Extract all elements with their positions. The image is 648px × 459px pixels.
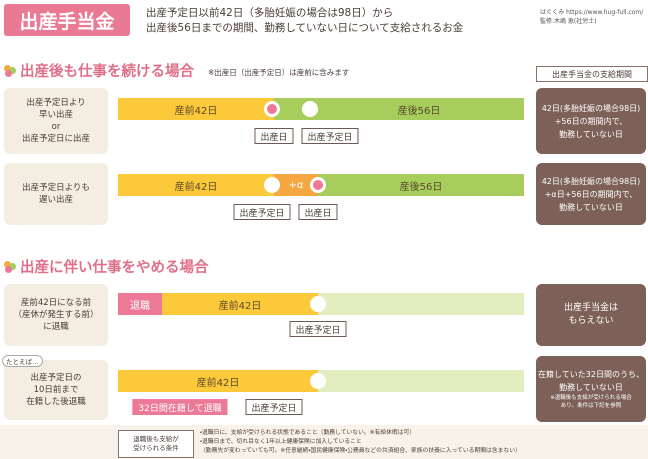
marker	[310, 296, 326, 312]
description: 出産予定日以前42日（多胎妊娠の場合は98日）から 出産後56日までの期間、勤務…	[146, 6, 463, 36]
result-line: もらえない	[568, 316, 614, 326]
result-line: 在籍していた32日間のうち、	[538, 370, 644, 379]
result-line: 42日(多胎妊娠の場合98日)	[541, 103, 641, 113]
result: 在籍していた32日間のうち、 勤務していない日 ※退職後も支給が受けられる場合 …	[536, 356, 646, 422]
label-line: 遅い出産	[38, 195, 73, 205]
marker	[302, 101, 318, 117]
result: 出産手当金は もらえない	[536, 284, 646, 346]
result: 42日(多胎妊娠の場合98日) +α日+56日の期間内で、 勤務していない日	[536, 163, 646, 225]
result-line: 勤務していない日	[559, 383, 623, 392]
marker-label: 出産予定日	[289, 321, 347, 337]
column-header: 出産手当金の支給期間	[536, 66, 648, 82]
label-line: 出産予定日に出産	[21, 134, 90, 144]
condition: （勤務先が変わっていても可。※任意継続・国民健康保険・公務員などの共済組合、家族…	[200, 448, 521, 454]
marker-label: 出産日	[254, 128, 294, 144]
result-line: 42日(多胎妊娠の場合98日)	[541, 176, 641, 186]
section-title: 出産に伴い仕事をやめる場合	[4, 256, 209, 277]
segment: +α	[274, 174, 318, 196]
description-line: 出産予定日以前42日（多胎妊娠の場合は98日）から	[146, 7, 394, 19]
label-line: or	[51, 122, 61, 132]
result-note: あり。条件は下記を参照	[560, 403, 622, 409]
label-line: 10日前まで	[33, 385, 79, 395]
segment: 産後56日	[318, 174, 524, 196]
section-title-text: 出産に伴い仕事をやめる場合	[20, 260, 209, 276]
segment: 産後56日	[274, 98, 524, 120]
condition: ・退職日に、支給が受けられる状態であること（勤務していない。※有給休暇は可）	[200, 430, 416, 436]
segment	[318, 370, 524, 392]
marker	[310, 373, 326, 389]
marker	[264, 177, 280, 193]
label-line: （産休が発生する前）	[13, 310, 99, 320]
conditions: ・退職日に、支給が受けられる状態であること（勤務していない。※有給休暇は可） ・…	[200, 429, 521, 456]
marker	[264, 101, 280, 117]
segment: 産前42日	[118, 98, 274, 120]
result-note: ※退職後も支給が受けられる場合	[550, 395, 632, 401]
callout: たとえば…	[2, 355, 43, 367]
segment: 産前42日	[118, 174, 274, 196]
label-line: 出産予定日よりも	[22, 183, 90, 193]
result-line: 勤務していない日	[559, 129, 623, 139]
segment: 産前42日	[118, 370, 318, 392]
label-line: に退職	[43, 322, 69, 332]
description-line: 出産後56日までの期間、勤務していない日について支給されるお金	[146, 22, 464, 34]
section-title-text: 出産後も仕事を続ける場合	[20, 64, 194, 80]
tag: 32日間在籍して退職	[132, 399, 228, 415]
footer-box-line: 受けられる条件	[133, 444, 179, 452]
marker	[310, 177, 326, 193]
label-line: 出産予定日の	[30, 373, 82, 383]
source: はぐくみ https://www.hug-full.com/ 監修:木嶋 恵(社…	[540, 8, 643, 26]
icon	[4, 260, 16, 273]
note: ※出産日（出産予定日）は産前に含みます	[208, 68, 350, 77]
result-line: +α日+56日の期間内で、	[544, 189, 638, 199]
segment: 産前42日	[162, 293, 318, 315]
footer-background	[0, 425, 648, 459]
footer-box-line: 退職後も支給が	[133, 435, 179, 443]
source-line: はぐくみ https://www.hug-full.com/	[540, 9, 644, 16]
segment: 退職	[118, 293, 162, 315]
marker-label: 出産予定日	[245, 399, 303, 415]
footer-box: 退職後も支給が 受けられる条件	[118, 430, 194, 458]
icon	[4, 64, 16, 77]
section-title: 出産後も仕事を続ける場合	[4, 60, 194, 81]
segment	[318, 293, 524, 315]
row-label: 出産予定日よりも 遅い出産	[4, 163, 108, 225]
source-line: 監修:木嶋 恵(社労士)	[540, 18, 597, 25]
label-line: 在籍した後退職	[26, 397, 86, 407]
label-line: 出産予定日より	[26, 98, 86, 108]
row-label: 出産予定日の 10日前まで 在籍した後退職	[4, 360, 108, 420]
title: 出産手当金	[4, 4, 130, 36]
condition: ・退職日まで、切れ目なく1年以上健康保険に加入していること	[200, 439, 362, 445]
label-line: 早い出産	[38, 110, 73, 120]
marker-label: 出産予定日	[233, 204, 291, 220]
marker-label: 出産予定日	[301, 128, 359, 144]
result-line: +56日の期間内で、	[554, 116, 628, 126]
label-line: 産前42日になる前	[20, 298, 92, 308]
result: 42日(多胎妊娠の場合98日) +56日の期間内で、 勤務していない日	[536, 88, 646, 154]
row-label: 産前42日になる前 （産休が発生する前） に退職	[4, 284, 108, 346]
result-line: 出産手当金は	[563, 303, 618, 313]
marker-label: 出産日	[298, 204, 338, 220]
result-line: 勤務していない日	[559, 202, 623, 212]
row-label: 出産予定日より 早い出産 or 出産予定日に出産	[4, 88, 108, 154]
